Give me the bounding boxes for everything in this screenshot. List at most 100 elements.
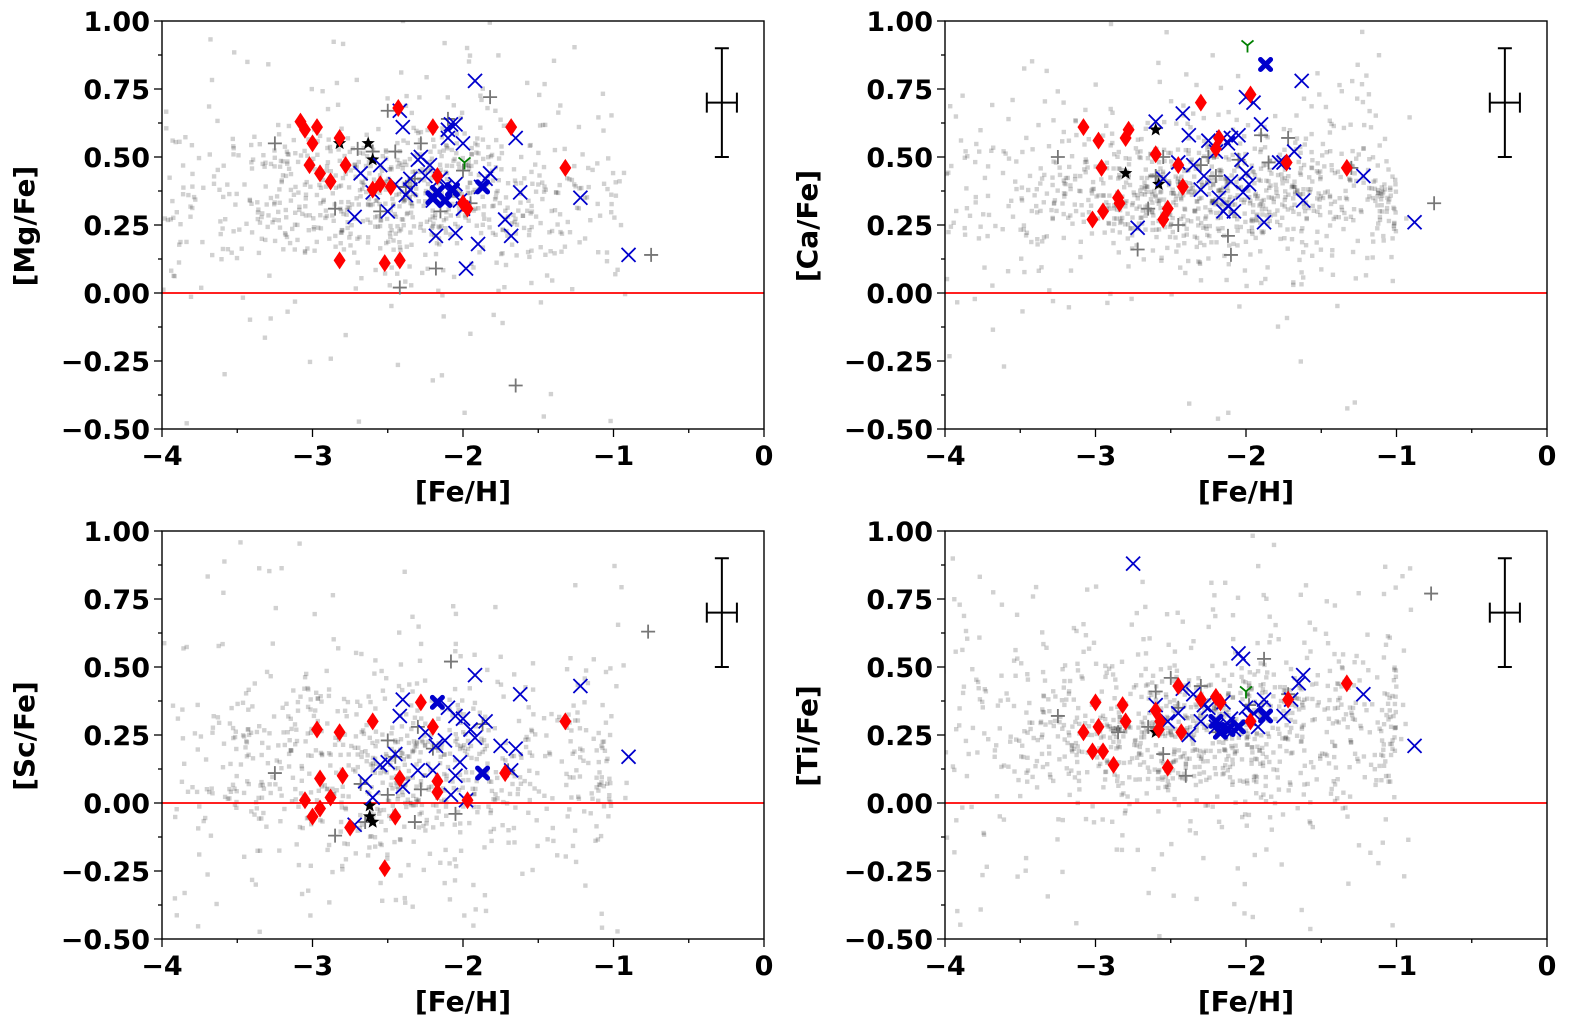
- red-diamond-point: [336, 766, 349, 785]
- background-point: [395, 164, 401, 169]
- background-point: [1263, 162, 1268, 167]
- background-point: [1196, 223, 1201, 228]
- background-point: [1368, 125, 1374, 130]
- background-point: [1392, 735, 1397, 740]
- background-point: [1197, 261, 1203, 266]
- background-point: [1185, 218, 1190, 223]
- background-point: [1073, 719, 1078, 725]
- x-tick-label: 0: [755, 951, 774, 982]
- background-point: [1157, 79, 1162, 85]
- background-point: [1246, 229, 1252, 234]
- background-point: [1186, 148, 1191, 153]
- background-point: [1207, 207, 1213, 213]
- background-point: [1104, 160, 1110, 165]
- background-point: [1299, 229, 1304, 234]
- background-point: [487, 779, 492, 784]
- background-point: [1329, 253, 1335, 258]
- background-point: [1040, 630, 1045, 635]
- background-point: [529, 727, 534, 733]
- background-point: [305, 153, 310, 158]
- background-point: [1121, 760, 1127, 766]
- background-point: [1159, 258, 1164, 263]
- background-point: [557, 714, 562, 720]
- background-point: [277, 225, 283, 230]
- background-point: [1143, 213, 1148, 218]
- background-point: [1091, 186, 1096, 192]
- background-point: [570, 751, 575, 756]
- background-point: [1315, 71, 1320, 76]
- background-point: [604, 758, 609, 764]
- background-point: [222, 794, 228, 800]
- gray-plus-point: [428, 261, 443, 276]
- background-point: [1260, 687, 1266, 692]
- background-point: [439, 153, 444, 159]
- background-point: [425, 739, 430, 745]
- background-point: [180, 707, 185, 712]
- background-point: [1336, 697, 1341, 703]
- background-point: [624, 780, 629, 786]
- background-point: [1211, 175, 1216, 180]
- background-point: [182, 890, 187, 896]
- background-point: [276, 743, 281, 748]
- background-point: [1175, 179, 1180, 184]
- background-point: [1301, 201, 1306, 206]
- background-point: [1264, 742, 1269, 747]
- background-point: [1404, 216, 1409, 221]
- background-point: [366, 202, 371, 208]
- background-point: [218, 219, 223, 224]
- background-point: [1244, 823, 1249, 828]
- background-point: [1043, 722, 1048, 727]
- background-point: [558, 103, 563, 108]
- background-point: [1083, 633, 1089, 638]
- background-point: [414, 799, 419, 805]
- background-point: [1253, 218, 1259, 223]
- background-point: [407, 195, 412, 200]
- background-point: [266, 62, 271, 67]
- background-point: [1172, 698, 1177, 703]
- background-point: [1146, 890, 1151, 896]
- background-point: [393, 897, 399, 903]
- background-point: [1358, 723, 1363, 729]
- background-point: [1108, 175, 1113, 180]
- background-point: [566, 712, 571, 717]
- background-point: [429, 175, 434, 181]
- background-point: [1125, 211, 1130, 216]
- background-point: [1339, 89, 1344, 94]
- background-point: [1302, 782, 1307, 787]
- blue-cross-point: [477, 713, 494, 730]
- background-point: [599, 780, 604, 785]
- background-point: [1260, 763, 1266, 769]
- background-point: [1283, 689, 1288, 694]
- background-point: [423, 828, 428, 833]
- background-point: [343, 857, 349, 862]
- background-point: [491, 826, 497, 832]
- background-point: [1230, 695, 1235, 700]
- background-point: [286, 714, 291, 719]
- background-point: [496, 178, 501, 183]
- background-point: [1284, 660, 1289, 665]
- background-point: [249, 160, 254, 165]
- background-point: [1083, 107, 1088, 113]
- background-point: [406, 862, 411, 868]
- background-point: [552, 251, 557, 256]
- background-point: [541, 414, 546, 419]
- background-point: [450, 713, 455, 718]
- background-point: [416, 825, 422, 830]
- background-point: [1026, 187, 1031, 193]
- background-point: [356, 745, 361, 750]
- background-point: [1247, 693, 1252, 699]
- x-tick-label: 0: [1538, 951, 1557, 982]
- background-point: [377, 808, 383, 813]
- background-point: [1408, 607, 1414, 612]
- background-point: [576, 124, 582, 130]
- background-point: [552, 208, 558, 213]
- background-point: [1057, 720, 1062, 725]
- background-point: [1144, 175, 1150, 181]
- background-point: [262, 164, 267, 169]
- background-point: [1235, 228, 1240, 233]
- background-point: [400, 751, 405, 756]
- background-point: [1348, 738, 1353, 743]
- background-point: [1300, 226, 1305, 231]
- background-point: [511, 825, 517, 831]
- background-point: [481, 204, 487, 209]
